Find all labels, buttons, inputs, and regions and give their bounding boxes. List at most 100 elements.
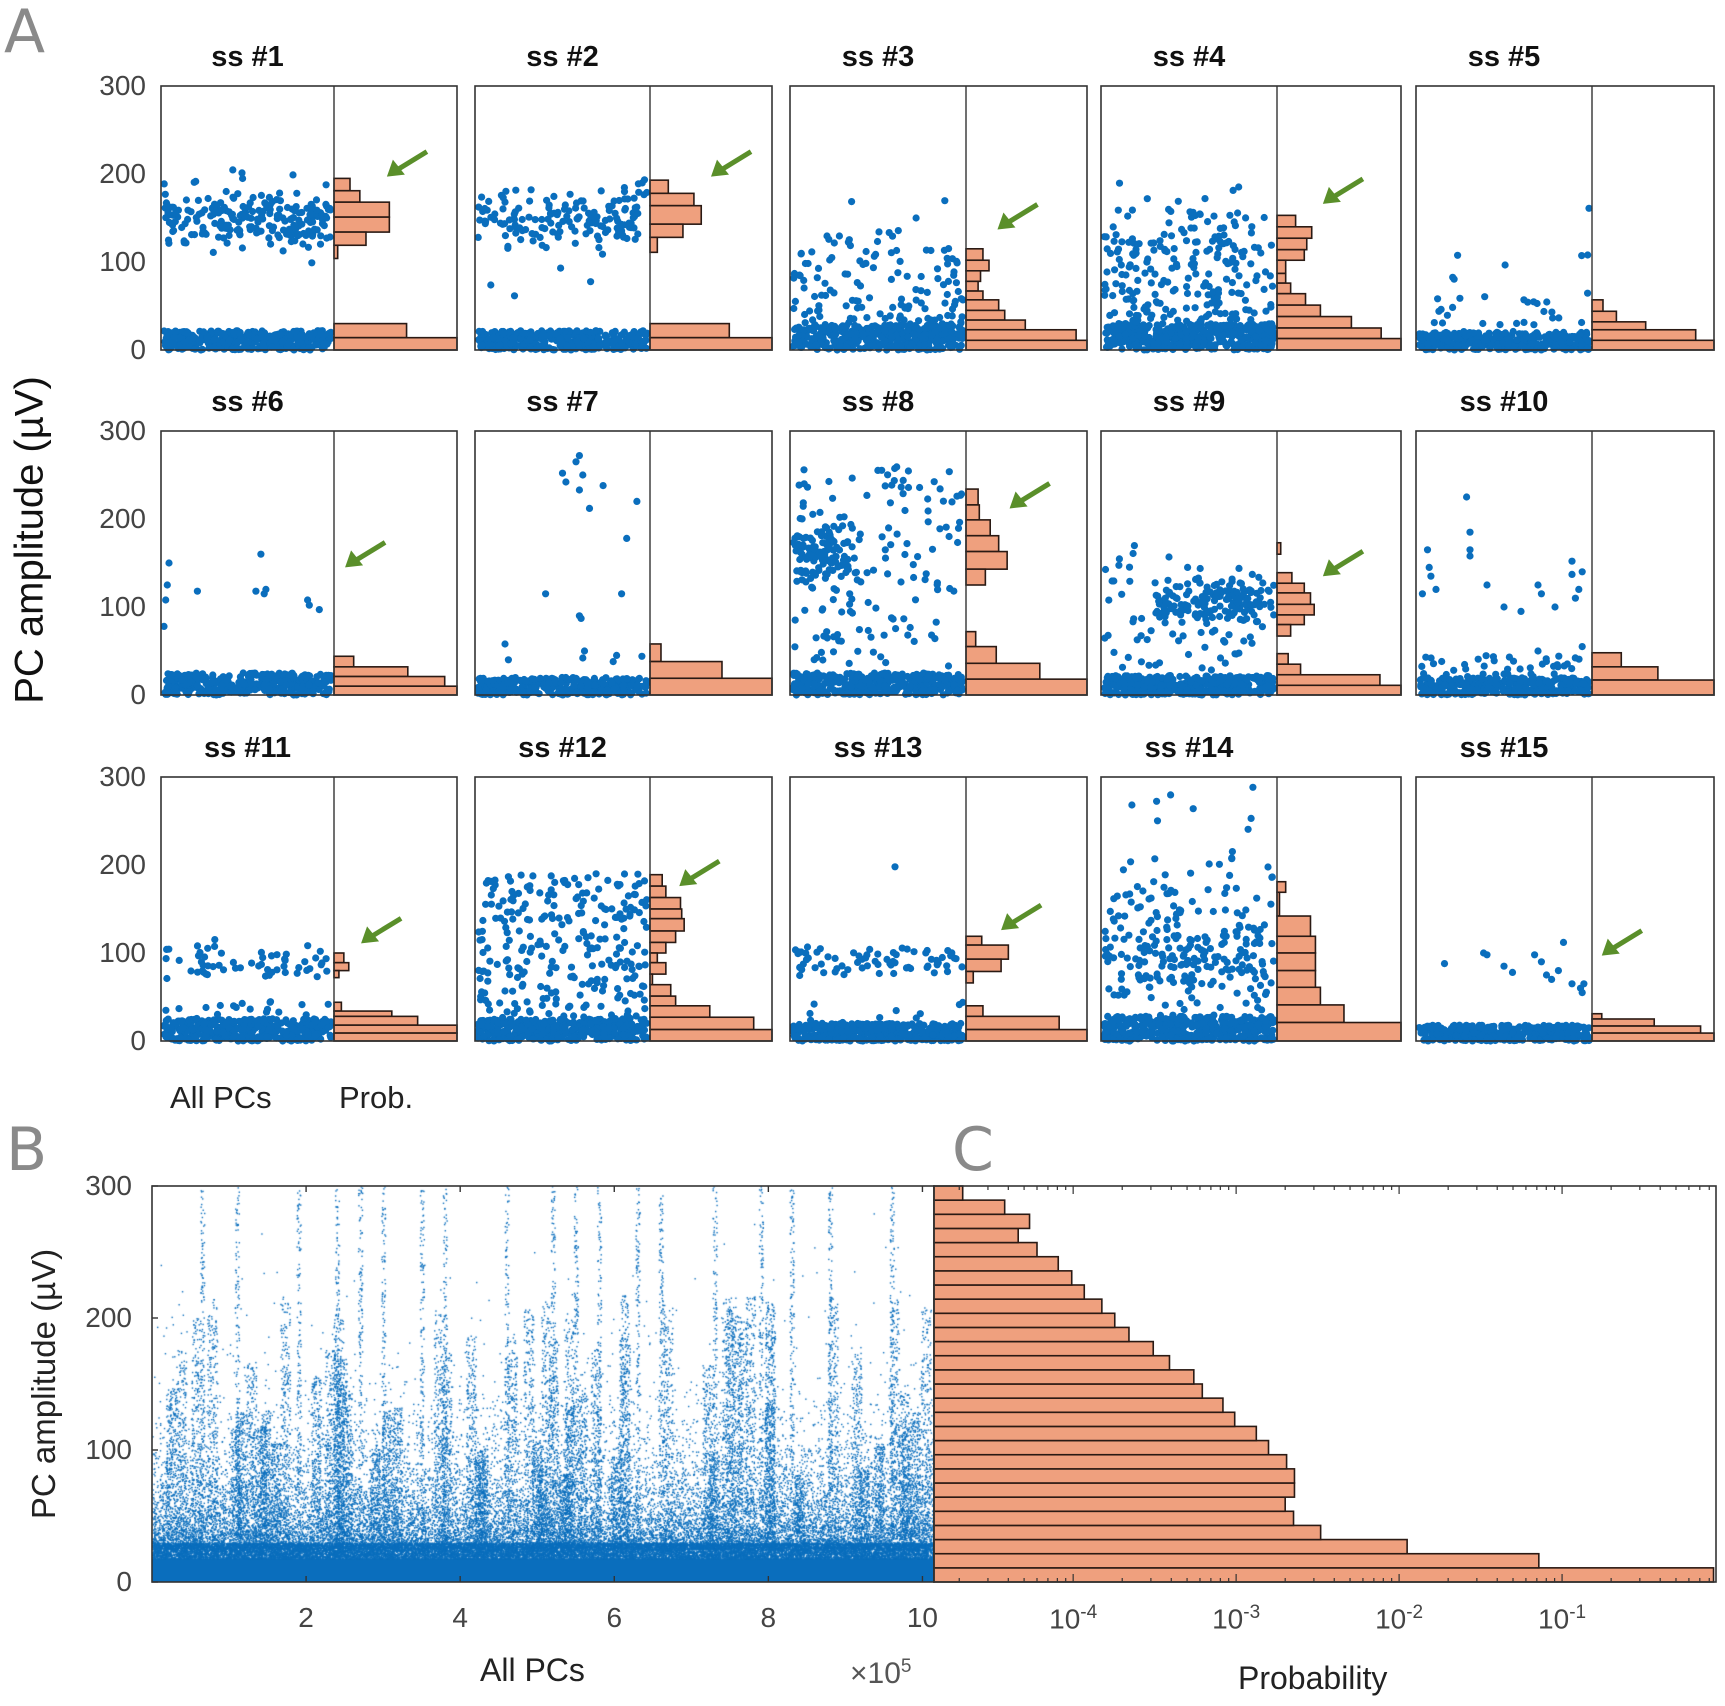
scatter-point — [819, 334, 827, 342]
scatter-point — [1528, 340, 1536, 348]
scatter-point — [495, 342, 503, 350]
scatter-point — [1125, 286, 1133, 294]
scatter-point — [1118, 590, 1126, 598]
scatter-point — [1248, 639, 1256, 647]
scatter-point — [835, 526, 843, 534]
scatter-point — [818, 291, 826, 299]
subplot-title: ss #9 — [1152, 386, 1226, 418]
scatter-point — [1489, 335, 1497, 343]
scatter-point — [587, 278, 595, 286]
scatter-point — [165, 559, 173, 567]
scatter-point — [194, 196, 202, 204]
scatter-point — [892, 683, 900, 691]
histogram-bar — [965, 280, 979, 292]
scatter-point — [1186, 208, 1194, 216]
scatter-point — [542, 590, 550, 598]
scatter-point — [852, 568, 861, 576]
scatter-point — [1129, 549, 1137, 558]
scatter-point — [282, 681, 290, 689]
scatter-point — [485, 197, 493, 205]
ytick-label: 100 — [99, 591, 146, 622]
scatter-point — [562, 478, 570, 486]
scatter-point — [554, 230, 562, 238]
scatter-point — [911, 672, 919, 680]
scatter-point — [847, 669, 855, 678]
scatter-point — [1170, 255, 1178, 263]
scatter-point — [200, 328, 208, 336]
scatter-point — [233, 226, 241, 234]
scatter-point — [1184, 650, 1193, 659]
scatter-point — [808, 536, 817, 545]
scatter-point — [204, 194, 212, 203]
scatter-point — [257, 330, 265, 338]
scatter-point — [1101, 565, 1110, 574]
scatter-point — [595, 244, 603, 252]
scatter-point — [908, 340, 916, 348]
scatter-point — [1170, 245, 1178, 253]
scatter-point — [1243, 615, 1251, 623]
scatter-point — [1143, 195, 1151, 203]
histogram-bar — [1276, 237, 1308, 251]
scatter-point — [1255, 674, 1263, 682]
scatter-point — [512, 186, 520, 194]
scatter-point — [161, 338, 169, 346]
scatter-point — [575, 340, 583, 348]
scatter-point — [798, 515, 806, 523]
scatter-point — [794, 687, 802, 695]
histogram-bar — [965, 550, 1008, 570]
scatter-point — [799, 499, 807, 507]
scatter-point — [1236, 579, 1244, 587]
scatter-point — [948, 327, 956, 335]
scatter-point — [233, 338, 242, 346]
histogram-bar — [1276, 226, 1313, 240]
scatter-point — [896, 315, 904, 323]
subplot-title: ss #13 — [833, 732, 923, 764]
scatter-point — [847, 683, 855, 691]
scatter-point — [1165, 205, 1173, 213]
scatter-point — [1160, 230, 1168, 238]
scatter-point — [1219, 331, 1227, 339]
scatter-point — [1193, 238, 1201, 246]
scatter-point — [574, 215, 582, 223]
histogram-bar — [1276, 603, 1316, 616]
scatter-point — [254, 228, 262, 236]
scatter-point — [848, 198, 856, 206]
histogram-bar — [1276, 582, 1306, 594]
scatter-point — [299, 332, 307, 340]
histogram-bar — [333, 322, 408, 339]
scatter-point — [1169, 630, 1177, 638]
subplot-title: ss #5 — [1467, 41, 1541, 73]
scatter-point — [939, 497, 948, 505]
scatter-point — [536, 233, 544, 241]
scatter-point — [1265, 587, 1273, 595]
scatter-point — [1513, 319, 1521, 327]
scatter-point — [797, 548, 805, 557]
subplot-title: ss #14 — [1144, 732, 1234, 764]
scatter-point — [951, 297, 959, 305]
scatter-point — [1121, 672, 1129, 680]
scatter-point — [526, 336, 534, 344]
scatter-point — [886, 321, 895, 329]
ytick-label: 300 — [99, 415, 146, 446]
panel-label-c: C — [952, 1115, 994, 1185]
scatter-point — [512, 229, 520, 237]
histogram-bar — [1591, 321, 1647, 331]
scatter-point — [1150, 340, 1158, 348]
scatter-point — [954, 686, 962, 695]
scatter-point — [837, 572, 845, 581]
scatter-point — [1247, 229, 1255, 237]
histogram-bar — [965, 309, 1006, 321]
scatter-point — [261, 200, 269, 208]
histogram-bar — [965, 568, 987, 586]
scatter-point — [920, 341, 928, 349]
scatter-point — [615, 228, 623, 236]
scatter-point — [808, 583, 816, 591]
scatter-point — [1259, 579, 1267, 587]
scatter-point — [526, 197, 534, 205]
subplot-4 — [1100, 85, 1402, 354]
green-arrow-icon — [711, 149, 753, 177]
scatter-point — [249, 193, 257, 202]
scatter-point — [830, 633, 838, 641]
scatter-point — [1203, 619, 1211, 628]
scatter-point — [1509, 327, 1517, 336]
